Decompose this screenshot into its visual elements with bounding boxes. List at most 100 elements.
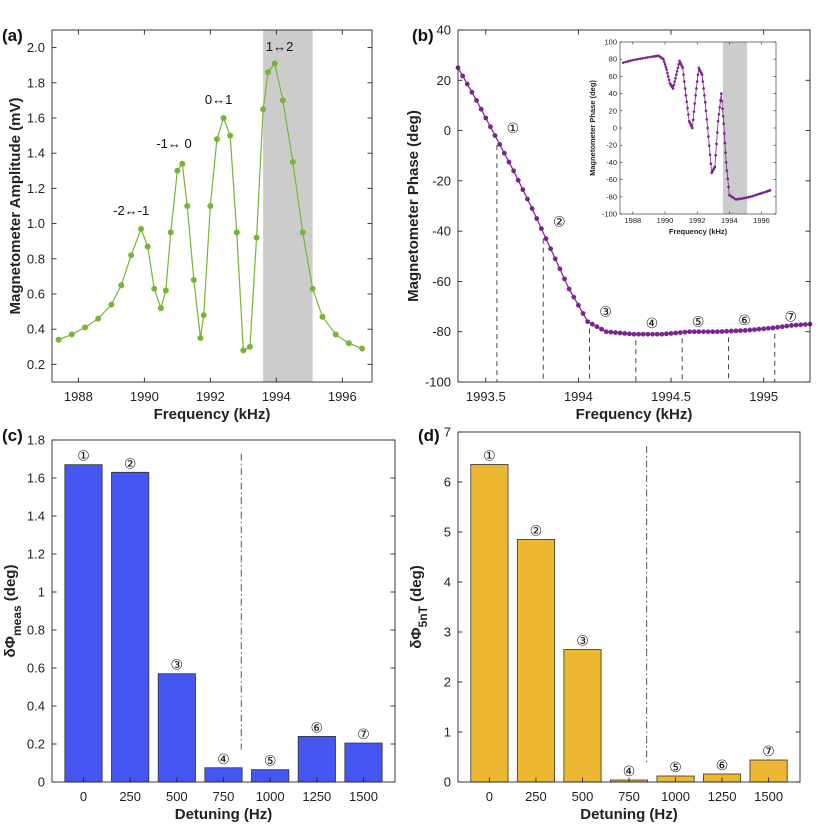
marker-label: ⑥ (738, 313, 751, 329)
data-point (779, 324, 785, 330)
y-tick-label: 0.8 (27, 251, 45, 266)
data-point (636, 331, 642, 337)
inset-data-point (624, 60, 627, 64)
y-axis-label: δΦ5nT (deg) (408, 565, 430, 649)
data-point (345, 340, 352, 347)
x-tick-label: 1990 (130, 389, 159, 404)
inset-data-point (705, 118, 709, 121)
data-point (756, 326, 762, 332)
y-tick-label: 40 (437, 23, 451, 38)
data-point (227, 132, 234, 139)
data-point (265, 69, 272, 76)
inset-data-point (677, 63, 681, 66)
data-point (184, 203, 191, 209)
inset-data-point (695, 87, 698, 90)
y-tick-label: 20 (609, 106, 617, 115)
data-point (765, 325, 771, 331)
x-tick-label: 0 (80, 789, 87, 804)
data-point (157, 305, 164, 312)
data-point (622, 330, 628, 336)
transition-annotation: -2↔-1 (113, 203, 149, 218)
inset-data-point (675, 69, 679, 73)
panel-b: ① ② ③ ④ ⑤ ⑥ ⑦ -100 -80 -60 -40 -20 0 20 40 1993.5 1994 19… (405, 23, 813, 423)
x-axis-label: Detuning (Hz) (580, 806, 677, 823)
y-tick-label: 1.2 (27, 547, 45, 562)
inset-data-point (720, 92, 723, 95)
y-axis-label-unit: (deg) (2, 565, 19, 606)
data-point (144, 243, 151, 250)
inset-data-point (631, 58, 635, 62)
data-point (488, 124, 493, 130)
y-tick-label: -20 (432, 173, 451, 188)
data-point (460, 73, 466, 79)
data-point (784, 323, 790, 329)
inset-data-point (752, 194, 756, 197)
data-point (260, 106, 267, 113)
bar (297, 736, 336, 783)
data-point (789, 323, 794, 328)
marker-label: ② (553, 215, 566, 231)
inset-data-point (643, 56, 647, 60)
y-axis-label-symbol: δΦ (2, 636, 19, 657)
data-point (279, 97, 286, 104)
data-point (319, 313, 326, 320)
data-point (640, 331, 646, 337)
y-tick-label: 7 (444, 425, 451, 440)
bar-label: ⑦ (762, 744, 775, 760)
bar (111, 471, 150, 783)
x-tick-label: 1994.5 (651, 389, 691, 404)
inset-data-point (703, 94, 706, 97)
inset-data-point (626, 60, 630, 63)
data-point (673, 330, 679, 336)
inset-data-point (673, 80, 676, 83)
transition-annotation: -1↔ 0 (156, 136, 191, 151)
inset-data-point (674, 73, 678, 76)
data-point (775, 324, 780, 330)
y-tick-label: -80 (606, 192, 617, 201)
data-point (474, 98, 479, 103)
bar (470, 464, 509, 783)
y-tick-label: 1.0 (27, 216, 45, 231)
inset-data-point (720, 99, 724, 103)
marker-label: ④ (646, 316, 659, 332)
y-tick-label: 4 (444, 575, 451, 590)
inset-data-point (696, 73, 700, 76)
data-point (118, 282, 125, 289)
data-point (654, 331, 660, 337)
x-tick-label: 1996 (753, 216, 770, 225)
y-axis-label: Magnetometer Amplitude (mV) (7, 98, 24, 315)
y-axis-label: Magnetometer Phase (deg) (405, 110, 422, 302)
data-point (525, 196, 530, 202)
inset-data-point (740, 197, 744, 200)
data-point (691, 329, 697, 335)
data-point (659, 331, 665, 337)
data-point (802, 322, 808, 327)
data-point (190, 276, 197, 283)
x-tick-label: 0 (486, 789, 493, 804)
x-tick-label: 1994 (564, 389, 593, 404)
data-point (128, 252, 135, 259)
data-point (728, 328, 734, 334)
data-point (359, 345, 366, 352)
inset-data-point (754, 193, 758, 197)
inset-data-point (716, 119, 720, 123)
data-point (631, 331, 637, 337)
data-point (233, 229, 240, 236)
inset-data-point (726, 177, 730, 181)
y-axis-label-subscript: meas (10, 605, 24, 636)
inset-data-point (714, 154, 717, 157)
inset-data-point (702, 87, 705, 90)
inset-data-point (667, 78, 671, 82)
panel-c: ① ② ③ ④ ⑤ ⑥ ⑦ 0 0.2 0.4 0.6 0.8 1 1.2 1.4 1.6 1.8 0 250 500… (2, 426, 396, 823)
bar-label: ③ (576, 634, 589, 650)
y-tick-label: 1.2 (27, 181, 45, 196)
data-point (167, 229, 174, 236)
inset-data-point (646, 56, 649, 59)
inset-data-point (684, 94, 688, 97)
data-point (770, 325, 776, 331)
data-point (613, 330, 618, 335)
y-tick-label: 1 (444, 725, 451, 740)
data-point (162, 287, 169, 294)
y-axis-label-unit: (deg) (408, 565, 425, 606)
data-point (271, 60, 278, 67)
